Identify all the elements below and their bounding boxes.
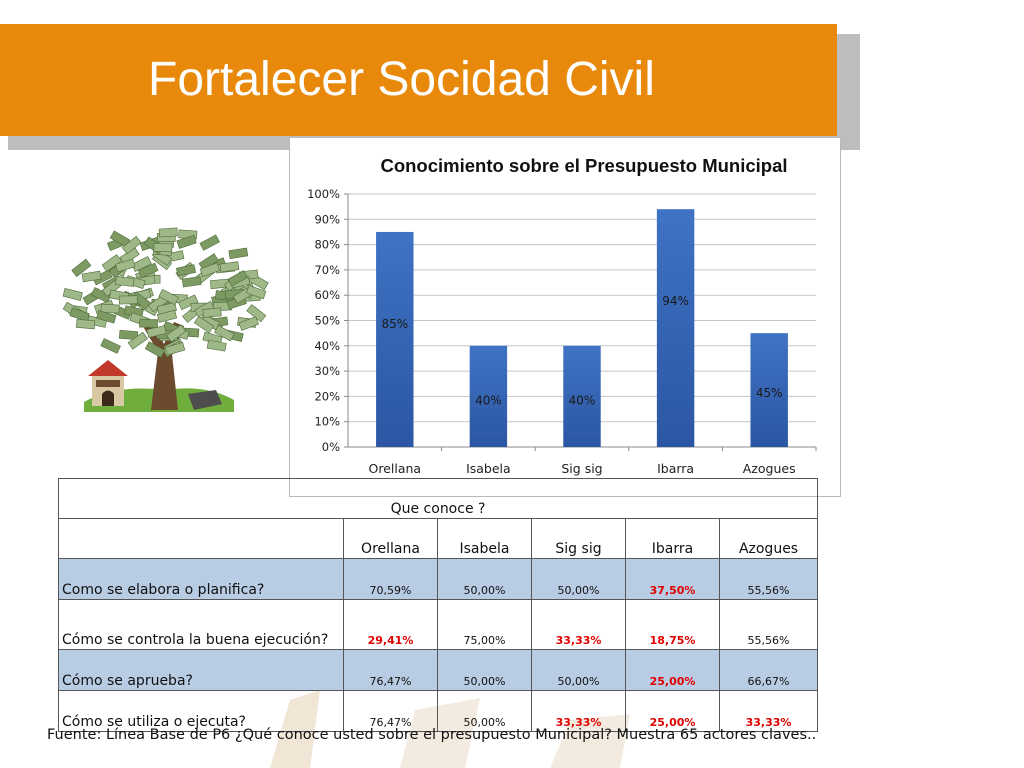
x-tick-label: Ibarra xyxy=(657,461,694,476)
chart-frame: Conocimiento sobre el Presupuesto Munici… xyxy=(289,137,841,497)
x-tick-label: Orellana xyxy=(369,461,422,476)
bar xyxy=(656,209,695,447)
table-cell: 18,75% xyxy=(625,599,720,650)
bar xyxy=(750,333,788,447)
table-cell: 25,00% xyxy=(625,649,720,691)
table-corner-cell xyxy=(58,518,344,559)
y-tick-label: 30% xyxy=(314,364,340,378)
table-group-header: Que conoce ? xyxy=(57,478,819,519)
money-tree-icon xyxy=(62,227,269,412)
title-banner xyxy=(0,24,837,136)
y-tick-label: 60% xyxy=(314,288,340,302)
slide-title: Fortalecer Socidad Civil xyxy=(148,53,655,106)
bar xyxy=(563,345,601,447)
row-label: Cómo se controla la buena ejecución? xyxy=(58,599,344,650)
table-cell: 55,56% xyxy=(718,558,819,600)
x-tick-label: Isabela xyxy=(466,461,511,476)
table-cell: 50,00% xyxy=(437,649,532,691)
source-footnote: Fuente: Línea Base de P6 ¿Qué conoce ust… xyxy=(47,727,817,743)
bar xyxy=(376,231,414,447)
y-tick-label: 70% xyxy=(314,263,340,277)
table-cell: 50,00% xyxy=(531,558,626,600)
table-column-header-row: Orellana Isabela Sig sig Ibarra Azogues xyxy=(58,518,819,559)
y-tick-label: 20% xyxy=(314,389,340,403)
chart-title: Conocimiento sobre el Presupuesto Munici… xyxy=(380,155,787,176)
x-tick-label: Azogues xyxy=(743,461,796,476)
table-cell: 55,56% xyxy=(718,599,819,650)
bar xyxy=(469,345,508,447)
table-cell: 25,00% xyxy=(625,690,720,732)
column-header: Sig sig xyxy=(531,518,626,559)
table-cell: 33,33% xyxy=(718,690,819,732)
y-tick-label: 40% xyxy=(314,339,340,353)
table-cell: 33,33% xyxy=(531,599,626,650)
table-cell: 50,00% xyxy=(531,649,626,691)
y-tick-label: 50% xyxy=(314,314,340,328)
data-label: 94% xyxy=(662,294,689,308)
y-tick-label: 10% xyxy=(314,415,340,429)
table-row: Cómo se utiliza o ejecuta? 76,47% 50,00%… xyxy=(58,690,819,732)
table-cell: 75,00% xyxy=(437,599,532,650)
row-label: Cómo se utiliza o ejecuta? xyxy=(58,690,344,732)
table-cell: 29,41% xyxy=(343,599,438,650)
table-cell: 76,47% xyxy=(343,649,438,691)
row-label: Cómo se aprueba? xyxy=(58,649,344,691)
data-label: 45% xyxy=(756,386,783,400)
table-row: Cómo se controla la buena ejecución? 29,… xyxy=(58,599,819,650)
column-header: Isabela xyxy=(437,518,532,559)
table-group-header-row: Que conoce ? xyxy=(57,478,819,519)
table-cell: 50,00% xyxy=(437,558,532,600)
table-cell: 66,67% xyxy=(718,649,819,691)
data-label: 85% xyxy=(381,317,408,331)
row-label: Como se elabora o planifica? xyxy=(58,558,344,600)
x-tick-label: Sig sig xyxy=(561,461,602,476)
knowledge-table: Que conoce ? Orellana Isabela Sig sig Ib… xyxy=(57,478,819,732)
table-cell: 33,33% xyxy=(531,690,626,732)
table-row: Como se elabora o planifica? 70,59% 50,0… xyxy=(58,558,819,600)
table-cell: 76,47% xyxy=(343,690,438,732)
table-cell: 70,59% xyxy=(343,558,438,600)
y-tick-label: 90% xyxy=(314,212,340,226)
table-cell: 50,00% xyxy=(437,690,532,732)
data-label: 40% xyxy=(569,393,596,407)
table-row: Cómo se aprueba? 76,47% 50,00% 50,00% 25… xyxy=(58,649,819,691)
table-cell: 37,50% xyxy=(625,558,720,600)
column-header: Azogues xyxy=(718,518,819,559)
column-header: Ibarra xyxy=(625,518,720,559)
column-header: Orellana xyxy=(343,518,438,559)
bar-chart: Conocimiento sobre el Presupuesto Munici… xyxy=(307,155,817,476)
y-tick-label: 0% xyxy=(322,440,340,454)
y-tick-label: 80% xyxy=(314,238,340,252)
data-label: 40% xyxy=(475,393,502,407)
y-tick-label: 100% xyxy=(307,187,340,201)
